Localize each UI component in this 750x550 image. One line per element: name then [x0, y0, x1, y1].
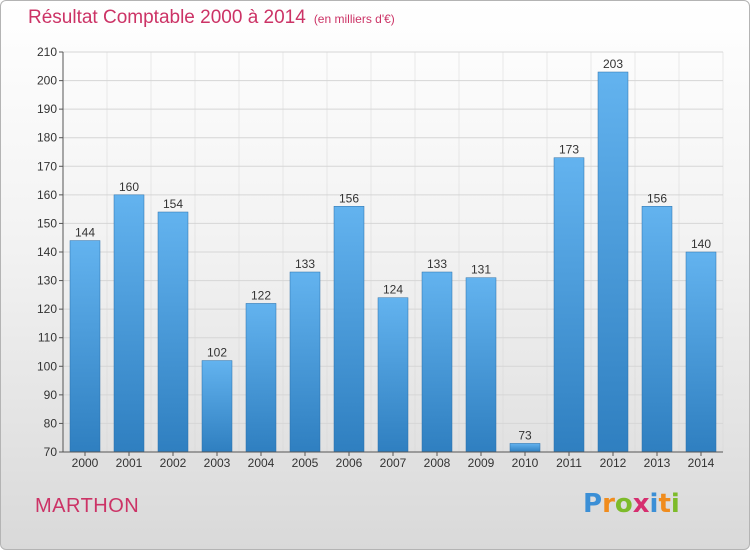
value-label-2002: 154	[163, 197, 183, 211]
value-label-2006: 156	[339, 191, 359, 205]
y-tick-label: 180	[37, 131, 57, 145]
logo-letter: o	[614, 489, 633, 519]
x-tick-label: 2011	[556, 456, 582, 470]
bar-2014	[685, 251, 717, 453]
y-tick-label: 70	[44, 445, 58, 459]
value-label-2007: 124	[383, 283, 403, 297]
x-tick-label: 2013	[644, 456, 671, 470]
logo-letter: i	[649, 489, 659, 519]
value-label-2009: 131	[471, 263, 491, 277]
y-tick-label: 80	[44, 416, 58, 430]
x-tick-label: 2012	[600, 456, 627, 470]
y-tick-label: 170	[37, 159, 57, 173]
x-tick-label: 2002	[160, 456, 187, 470]
bars	[69, 71, 717, 453]
y-tick-label: 130	[37, 274, 57, 288]
proxiti-logo: Proxiti	[583, 489, 680, 519]
axes: 7080901001101201301401501601701801902002…	[37, 45, 723, 470]
value-labels: 144 160 154 102 122 133 156 124 133 131 73 173 203 15…	[75, 57, 711, 442]
bar-2012	[597, 71, 629, 453]
y-tick-label: 160	[37, 188, 57, 202]
chart-title: Résultat Comptable 2000 à 2014 (en millie…	[28, 7, 395, 29]
y-tick-label: 190	[37, 102, 57, 116]
bar-2004	[245, 303, 277, 453]
y-tick-label: 210	[37, 45, 57, 59]
bar-2001	[113, 194, 145, 453]
town-name: MARTHON	[35, 495, 140, 517]
bar-2005	[289, 271, 321, 453]
bar-2000	[69, 240, 101, 453]
bar-2002	[157, 211, 189, 453]
value-label-2000: 144	[75, 226, 95, 240]
value-label-2004: 122	[251, 288, 271, 302]
x-tick-label: 2006	[336, 456, 363, 470]
logo-letter: x	[632, 489, 650, 519]
y-tick-label: 120	[37, 302, 57, 316]
y-tick-label: 110	[38, 331, 57, 345]
logo-letter: P	[583, 489, 603, 519]
title-unit: (en milliers d'€)	[313, 12, 395, 26]
value-label-2008: 133	[427, 257, 447, 271]
x-tick-label: 2004	[248, 456, 275, 470]
title-text: Résultat Comptable 2000 à 2014	[28, 7, 306, 28]
x-tick-label: 2008	[424, 456, 451, 470]
value-label-2001: 160	[119, 180, 139, 194]
x-tick-label: 2010	[512, 456, 539, 470]
y-tick-label: 100	[37, 359, 57, 373]
x-tick-label: 2000	[72, 456, 99, 470]
bar-2003	[201, 360, 233, 453]
x-tick-label: 2009	[468, 456, 495, 470]
y-tick-label: 200	[37, 74, 57, 88]
logo-letter: t	[658, 489, 671, 519]
x-tick-label: 2001	[116, 456, 143, 470]
value-label-2010: 73	[518, 428, 532, 442]
value-label-2012: 203	[603, 57, 623, 71]
bar-2007	[377, 297, 409, 453]
value-label-2011: 173	[559, 143, 579, 157]
x-tick-label: 2005	[292, 456, 319, 470]
bar-2013	[641, 206, 673, 453]
bar-2006	[333, 206, 365, 453]
value-label-2014: 140	[691, 237, 711, 251]
bar-2009	[465, 277, 497, 453]
value-label-2013: 156	[647, 191, 667, 205]
y-tick-label: 140	[37, 245, 57, 259]
x-tick-label: 2014	[688, 456, 715, 470]
x-tick-label: 2003	[204, 456, 231, 470]
value-label-2005: 133	[295, 257, 315, 271]
bar-2008	[421, 271, 453, 453]
x-tick-label: 2007	[380, 456, 407, 470]
y-tick-label: 150	[37, 216, 57, 230]
logo-letter: r	[602, 489, 615, 519]
bar-2010	[509, 443, 541, 453]
bar-2011	[553, 157, 585, 453]
logo-letter: i	[670, 489, 680, 519]
y-tick-label: 90	[44, 388, 58, 402]
value-label-2003: 102	[207, 346, 227, 360]
